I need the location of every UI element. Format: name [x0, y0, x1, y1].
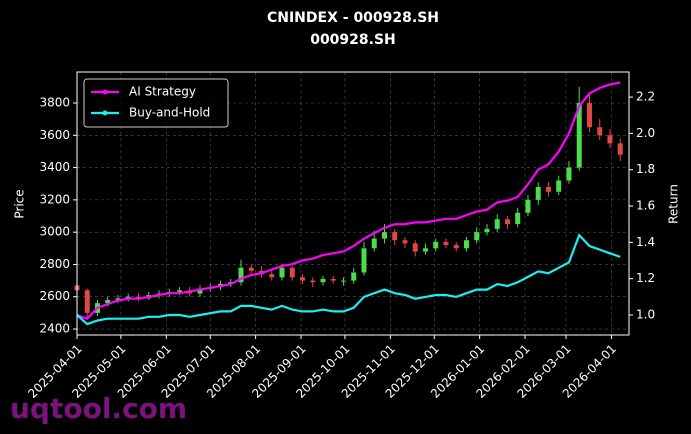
candle-body	[289, 267, 295, 278]
candle-body	[402, 240, 408, 244]
candle-body	[453, 245, 459, 249]
candle-body	[330, 278, 336, 281]
candle-body	[566, 167, 572, 181]
candle-body	[412, 243, 418, 252]
legend: AI Strategy Buy-and-Hold	[83, 78, 229, 128]
y-tick-label: 3400	[39, 160, 70, 174]
candle-body	[238, 267, 244, 283]
candle-body	[545, 186, 551, 192]
y2-tick-label: 1.6	[636, 199, 655, 213]
candle-body	[392, 232, 398, 241]
y-tick-label: 2800	[39, 257, 70, 271]
candle-body	[351, 272, 357, 281]
y-axis-label: Price	[13, 189, 27, 218]
candle-body	[535, 186, 541, 200]
candle-body	[504, 219, 510, 225]
candle-body	[484, 228, 490, 233]
candle-body	[556, 180, 562, 192]
y2-tick-label: 1.4	[636, 235, 655, 249]
chart-title: CNINDEX - 000928.SH	[267, 10, 439, 26]
y-tick-label: 3200	[39, 192, 70, 206]
candle-body	[310, 280, 316, 283]
y2-axis-label: Return	[667, 184, 681, 224]
y2-tick-label: 2.0	[636, 126, 655, 140]
candle-body	[617, 143, 623, 155]
candle-body	[494, 219, 500, 229]
y-tick-label: 3000	[39, 225, 70, 239]
candle-body	[607, 135, 613, 144]
candle-body	[422, 248, 428, 252]
chart-subtitle: 000928.SH	[310, 32, 396, 48]
candle-body	[135, 296, 141, 299]
y-tick-label: 2400	[39, 322, 70, 336]
y2-tick-label: 1.2	[636, 271, 655, 285]
legend-box	[83, 78, 229, 128]
candle-body	[279, 267, 285, 278]
candle-body	[525, 199, 531, 213]
y2-tick-label: 2.2	[636, 90, 655, 104]
candle-body	[381, 232, 387, 239]
return-line	[76, 81, 621, 320]
y-tick-label: 2600	[39, 289, 70, 303]
legend-label: AI Strategy	[129, 85, 196, 99]
y2-tick-label: 1.8	[636, 162, 655, 176]
candle-body	[105, 299, 111, 304]
legend-marker	[102, 89, 108, 95]
legend-marker	[102, 110, 108, 116]
plot-frame	[76, 71, 630, 336]
return-line	[76, 233, 621, 326]
candle-body	[576, 102, 582, 168]
candle-body	[463, 240, 469, 249]
candle-body	[443, 241, 449, 246]
watermark: uqtool.com	[10, 392, 187, 425]
y-tick-label: 3800	[39, 95, 70, 109]
candle-body	[320, 278, 326, 283]
candle-body	[586, 102, 592, 128]
candle-body	[597, 127, 603, 136]
candle-body	[433, 241, 439, 249]
candle-body	[115, 298, 121, 300]
candle-body	[299, 277, 305, 281]
candle-body	[176, 290, 182, 292]
candle-body	[125, 296, 131, 299]
candle-body	[84, 290, 90, 313]
candle-body	[248, 267, 254, 271]
candle-body	[371, 238, 377, 249]
legend-label: Buy-and-Hold	[129, 106, 210, 120]
y2-tick-label: 1.0	[636, 308, 655, 322]
candle-body	[269, 274, 275, 278]
candle-body	[340, 280, 346, 282]
candle-body	[515, 212, 521, 225]
candle-body	[474, 232, 480, 241]
candle-body	[361, 248, 367, 273]
candle-body	[197, 288, 203, 294]
y-tick-label: 3600	[39, 128, 70, 142]
